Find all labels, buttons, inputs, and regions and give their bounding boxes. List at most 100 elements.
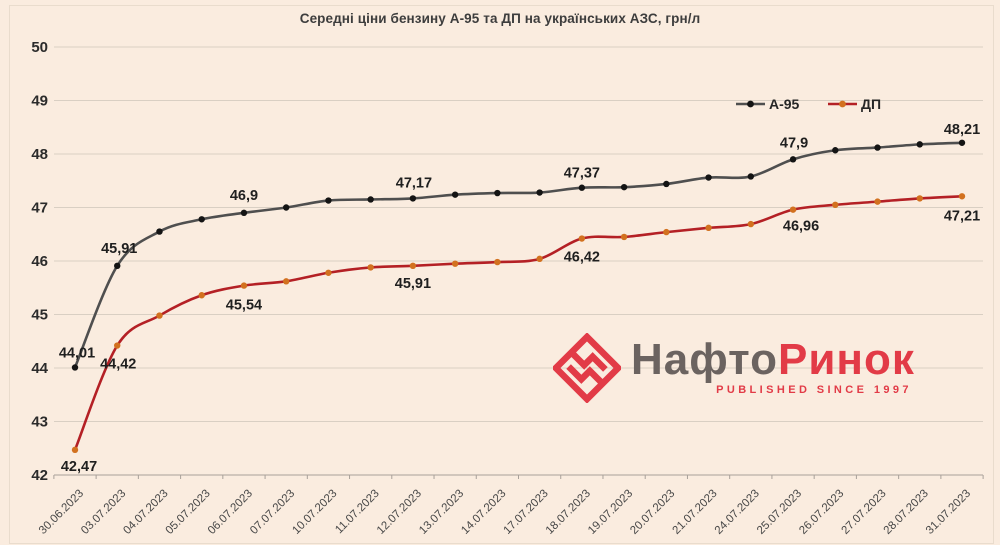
data-point-dp (71, 446, 79, 454)
data-point-dp (958, 193, 966, 200)
x-axis-label: 04.07.2023 (121, 488, 170, 537)
data-point-a95 (240, 209, 248, 217)
data-point-a95 (494, 189, 501, 197)
logo-name: НафтоРинок (631, 338, 915, 382)
x-axis-label: 27.07.2023 (839, 488, 888, 537)
x-axis-label: 10.07.2023 (290, 488, 339, 537)
naftorynok-diamond-icon (553, 333, 621, 403)
data-label-dp: 44,42 (100, 357, 136, 373)
data-point-a95 (705, 174, 712, 181)
y-axis-label: 47 (31, 200, 48, 217)
data-point-dp (705, 224, 712, 232)
x-axis-label: 14.07.2023 (459, 488, 508, 537)
data-point-dp (114, 342, 121, 349)
x-axis-label: 25.07.2023 (755, 488, 804, 537)
data-point-a95 (409, 195, 417, 202)
y-axis-label: 48 (31, 146, 48, 163)
y-axis-label: 45 (31, 307, 48, 324)
y-axis-label: 46 (31, 253, 48, 270)
data-point-dp (494, 258, 501, 266)
data-point-dp (409, 262, 417, 270)
data-point-a95 (536, 189, 543, 196)
legend-marker-a95 (747, 100, 754, 108)
data-label-a95: 47,17 (396, 175, 432, 191)
legend-label-dp: ДП (861, 96, 881, 112)
data-point-dp (451, 260, 459, 267)
data-point-dp (663, 228, 670, 236)
data-point-dp (240, 282, 248, 289)
logo-text: НафтоРинок PUBLISHED SINCE 1997 (631, 338, 915, 396)
data-label-dp: 45,91 (395, 276, 431, 292)
data-point-a95 (958, 139, 966, 146)
data-point-dp (536, 255, 543, 263)
data-point-a95 (325, 197, 332, 204)
data-label-a95: 48,21 (944, 122, 980, 138)
x-axis-label: 05.07.2023 (164, 488, 213, 537)
data-point-a95 (663, 180, 670, 188)
x-axis-label: 26.07.2023 (797, 488, 846, 537)
naftorynok-logo: НафтоРинок PUBLISHED SINCE 1997 (553, 333, 915, 403)
data-point-a95 (198, 216, 205, 223)
x-axis-label: 30.06.2023 (37, 488, 86, 537)
data-point-a95 (156, 228, 163, 235)
y-axis-label: 50 (31, 39, 48, 56)
data-point-dp (832, 201, 839, 209)
x-axis-label: 19.07.2023 (586, 488, 635, 537)
x-axis-label: 21.07.2023 (671, 488, 720, 537)
x-axis-label: 20.07.2023 (628, 488, 677, 537)
y-axis-label: 42 (31, 467, 48, 484)
data-label-a95: 46,9 (230, 188, 258, 204)
data-label-a95: 47,9 (780, 135, 808, 151)
data-label-a95: 44,01 (59, 345, 95, 361)
data-label-dp: 46,42 (564, 250, 600, 266)
data-point-a95 (578, 184, 586, 191)
series-line-a95 (73, 141, 963, 368)
logo-tagline: PUBLISHED SINCE 1997 (716, 383, 912, 396)
data-point-a95 (114, 262, 121, 270)
data-point-dp (578, 235, 586, 242)
x-axis-label: 13.07.2023 (417, 488, 466, 537)
x-axis-label: 31.07.2023 (924, 488, 973, 537)
data-label-dp: 45,54 (226, 298, 262, 314)
data-label-a95: 47,37 (564, 166, 600, 182)
data-point-dp (874, 198, 881, 205)
y-axis-label: 44 (31, 360, 48, 377)
data-point-a95 (916, 141, 923, 148)
data-point-dp (198, 292, 205, 299)
data-point-a95 (367, 196, 374, 203)
y-axis-label: 43 (31, 414, 48, 431)
legend-label-a95: А-95 (769, 96, 800, 112)
data-label-dp: 42,47 (61, 459, 97, 475)
series-line-dp (73, 194, 963, 451)
data-point-a95 (71, 364, 79, 371)
data-point-dp (747, 220, 755, 228)
data-point-a95 (620, 183, 628, 191)
x-axis-label: 18.07.2023 (544, 488, 593, 537)
data-point-dp (916, 195, 923, 202)
logo-name-gray: Нафто (631, 335, 779, 385)
x-axis-label: 12.07.2023 (375, 488, 424, 537)
x-axis-label: 07.07.2023 (248, 488, 297, 537)
chart-title: Середні ціни бензину А-95 та ДП на украї… (299, 11, 701, 26)
data-point-a95 (282, 204, 290, 211)
x-axis-label: 17.07.2023 (502, 488, 551, 537)
data-point-a95 (832, 147, 839, 154)
data-point-dp (325, 269, 332, 276)
data-point-dp (789, 206, 797, 213)
data-point-a95 (451, 191, 459, 198)
data-point-dp (156, 312, 163, 319)
logo-name-red: Ринок (778, 335, 915, 385)
data-label-dp: 47,21 (944, 208, 980, 224)
x-axis-label: 24.07.2023 (713, 488, 762, 537)
data-point-a95 (747, 173, 755, 180)
x-axis-label: 28.07.2023 (882, 488, 931, 537)
data-label-a95: 45,91 (101, 241, 137, 257)
x-axis-label: 06.07.2023 (206, 488, 255, 537)
data-point-dp (282, 278, 290, 285)
data-point-dp (367, 264, 374, 271)
legend-marker-dp (839, 100, 846, 108)
data-point-a95 (874, 144, 881, 151)
x-axis-label: 03.07.2023 (79, 488, 128, 537)
